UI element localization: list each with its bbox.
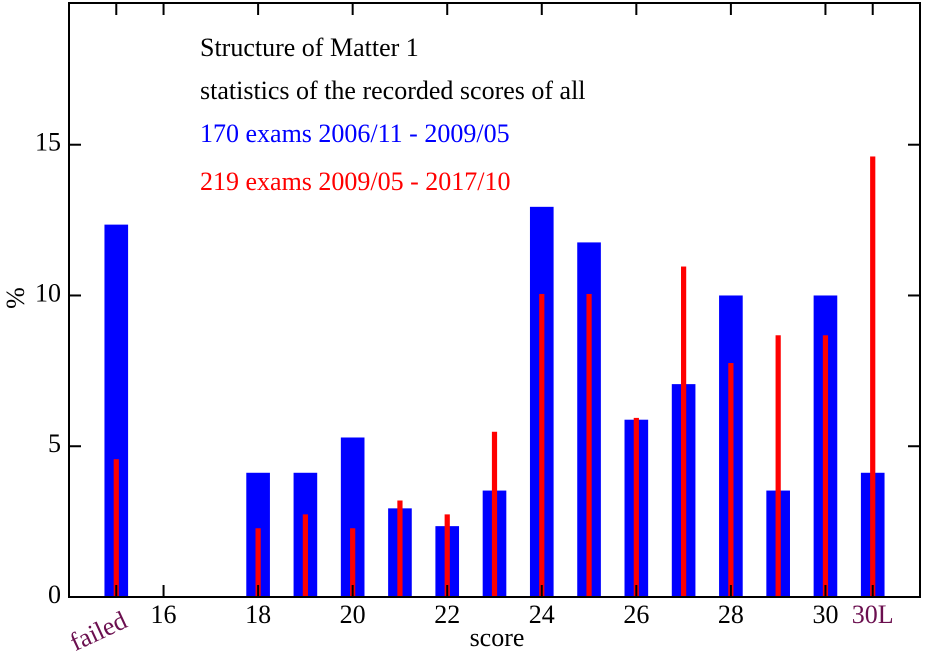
- bar: [822, 335, 829, 597]
- bar: [681, 266, 687, 597]
- x-tick-label: 30: [812, 600, 838, 629]
- legend-entry: 170 exams 2006/11 - 2009/05: [200, 119, 510, 148]
- bar: [397, 500, 403, 597]
- x-tick-label: 18: [245, 600, 271, 629]
- x-axis-label: score: [470, 623, 525, 652]
- bar: [302, 514, 308, 597]
- x-tick-label: 16: [151, 600, 177, 629]
- x-tick-label: 26: [623, 600, 649, 629]
- x-tick-label: 22: [434, 600, 460, 629]
- plot-frame: [68, 2, 921, 598]
- bar: [104, 224, 129, 597]
- bar: [633, 417, 639, 597]
- bar: [444, 514, 450, 597]
- bar: [586, 293, 592, 597]
- x-tick-label: 20: [340, 600, 366, 629]
- bar: [255, 528, 261, 597]
- y-tick-label: 0: [48, 580, 61, 609]
- y-tick-label: 10: [35, 278, 61, 307]
- bar: [775, 335, 781, 597]
- bar: [113, 459, 119, 597]
- x-tick-label: 30L: [852, 600, 894, 629]
- legend-entry: 219 exams 2009/05 - 2017/10: [200, 167, 511, 196]
- y-tick-label: 15: [35, 128, 61, 157]
- bar: [728, 363, 734, 597]
- x-tick-label: 28: [718, 600, 744, 629]
- bar: [340, 437, 365, 597]
- bar: [491, 431, 498, 597]
- bar: [870, 156, 876, 597]
- y-axis-label: %: [1, 287, 30, 309]
- bar: [539, 293, 545, 597]
- y-tick-label: 5: [48, 429, 61, 458]
- chart-title: Structure of Matter 1: [200, 33, 419, 62]
- chart-subtitle: statistics of the recorded scores of all: [200, 76, 586, 105]
- x-tick-label: 24: [529, 600, 555, 629]
- x-tick-label: failed: [65, 606, 131, 657]
- bar: [350, 528, 356, 597]
